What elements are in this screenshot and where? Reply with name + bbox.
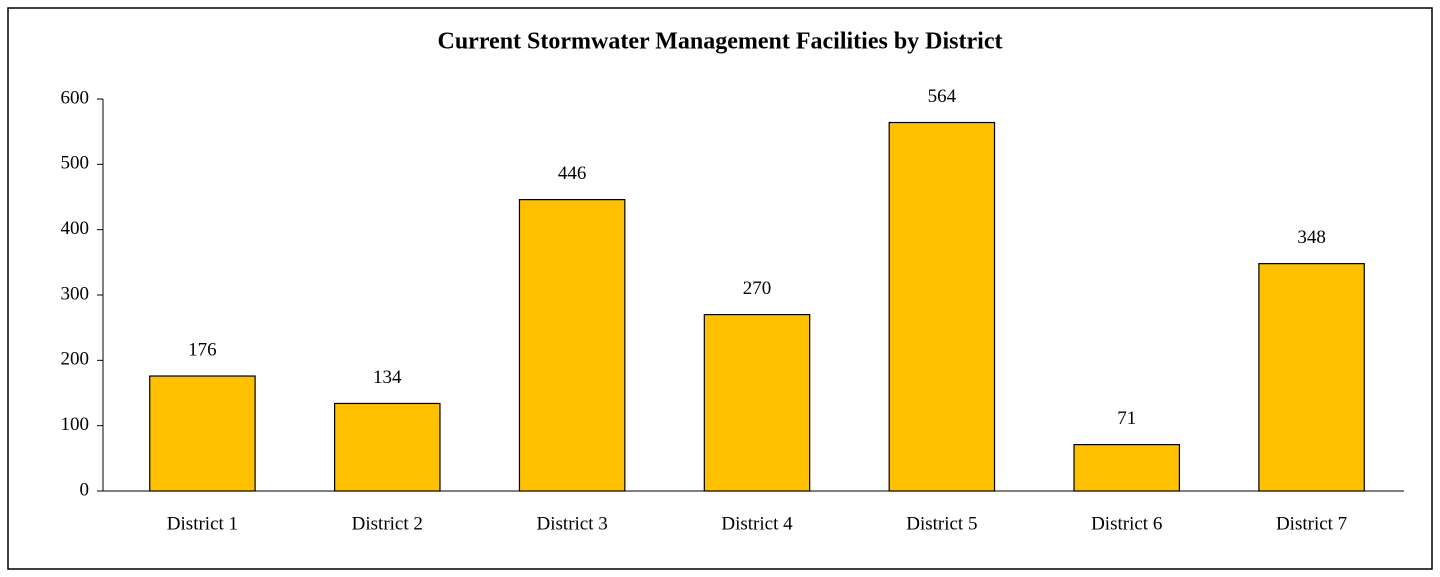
y-tick-label: 0 xyxy=(80,479,90,500)
x-tick-label: District 2 xyxy=(352,513,423,534)
y-tick-label: 300 xyxy=(61,283,90,304)
bar xyxy=(703,314,811,492)
x-tick-label: District 6 xyxy=(1091,513,1162,534)
y-tick-label: 200 xyxy=(61,349,90,370)
data-label: 348 xyxy=(1297,227,1326,248)
y-tick-label: 100 xyxy=(61,414,90,435)
y-tick-label: 400 xyxy=(61,218,90,239)
x-tick-label: District 7 xyxy=(1276,513,1347,534)
x-tick-label: District 5 xyxy=(906,513,977,534)
bar xyxy=(149,375,256,492)
data-label: 176 xyxy=(188,339,217,360)
data-label: 134 xyxy=(373,367,402,388)
bar xyxy=(1073,444,1180,492)
data-label: 270 xyxy=(743,278,772,299)
bar xyxy=(888,121,996,492)
data-label: 564 xyxy=(928,86,957,107)
bar xyxy=(518,199,626,492)
x-tick-label: District 4 xyxy=(721,513,793,534)
data-label: 71 xyxy=(1117,408,1136,429)
y-tick-label: 500 xyxy=(61,153,90,174)
chart-title: Current Stormwater Management Facilities… xyxy=(438,29,1003,55)
y-tick-label: 600 xyxy=(61,87,90,108)
bar xyxy=(1258,263,1365,492)
data-label: 446 xyxy=(558,163,587,184)
x-tick-label: District 3 xyxy=(537,513,608,534)
bar xyxy=(334,402,441,492)
x-tick-label: District 1 xyxy=(167,513,238,534)
